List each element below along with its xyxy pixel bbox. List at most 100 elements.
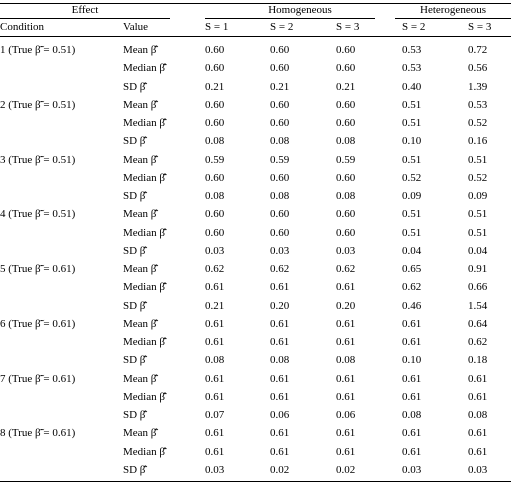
cell-value: 0.61 (270, 317, 290, 330)
cell-value: 0.61 (270, 281, 290, 294)
cell-value: 0.06 (336, 409, 356, 422)
cell-value: 0.08 (402, 409, 422, 422)
cell-value: 0.09 (402, 190, 422, 203)
condition-label: 6 (True β̄̃ = 0.61) (0, 317, 76, 330)
stat-label: Median β̄̂ (123, 281, 165, 294)
cell-value: 0.60 (270, 226, 290, 239)
column-header: S = 1 (205, 21, 229, 33)
cell-value: 0.61 (336, 281, 356, 294)
stat-label: Mean β̄̂ (123, 153, 157, 166)
cell-value: 0.20 (336, 299, 356, 312)
cell-value: 0.60 (205, 226, 225, 239)
column-header: Condition (0, 21, 45, 33)
cell-value: 0.08 (205, 354, 225, 367)
cell-value: 0.56 (468, 62, 488, 75)
cell-value: 0.61 (336, 427, 356, 440)
cell-value: 0.03 (336, 244, 356, 257)
header-rule (0, 36, 511, 37)
group-rule (0, 18, 170, 19)
cell-value: 0.60 (336, 226, 356, 239)
cell-value: 0.61 (205, 372, 225, 385)
stat-label: SD β̄̂ (123, 354, 146, 367)
cell-value: 0.62 (205, 263, 225, 276)
cell-value: 0.51 (402, 98, 422, 111)
cell-value: 0.62 (270, 263, 290, 276)
stat-label: SD β̄̂ (123, 299, 146, 312)
cell-value: 0.08 (336, 135, 356, 148)
cell-value: 0.59 (205, 153, 225, 166)
cell-value: 0.61 (468, 445, 488, 458)
column-header: Value (123, 21, 149, 33)
cell-value: 0.08 (205, 190, 225, 203)
cell-value: 0.61 (402, 427, 422, 440)
condition-label: 1 (True β̄̃ = 0.51) (0, 44, 76, 56)
stat-label: Median β̄̂ (123, 62, 165, 75)
group-rule (205, 18, 375, 19)
cell-value: 0.60 (270, 171, 290, 184)
cell-value: 0.60 (205, 208, 225, 221)
cell-value: 0.61 (336, 317, 356, 330)
cell-value: 0.10 (402, 135, 422, 148)
cell-value: 0.03 (205, 244, 225, 257)
cell-value: 0.53 (402, 62, 422, 75)
cell-value: 0.64 (468, 317, 488, 330)
cell-value: 0.03 (468, 463, 488, 476)
column-header: S = 2 (402, 21, 426, 33)
cell-value: 0.61 (336, 445, 356, 458)
cell-value: 0.61 (270, 336, 290, 349)
cell-value: 0.21 (205, 80, 225, 93)
stat-label: Median β̄̂ (123, 226, 165, 239)
group-header: Homogeneous (268, 4, 332, 16)
cell-value: 0.52 (468, 117, 488, 130)
cell-value: 0.60 (205, 98, 225, 111)
cell-value: 0.21 (336, 80, 356, 93)
cell-value: 0.61 (402, 390, 422, 403)
cell-value: 0.04 (402, 244, 422, 257)
cell-value: 0.51 (468, 226, 488, 239)
cell-value: 0.61 (468, 372, 488, 385)
cell-value: 0.62 (468, 336, 488, 349)
cell-value: 0.08 (336, 190, 356, 203)
cell-value: 0.61 (402, 336, 422, 349)
cell-value: 0.62 (336, 263, 356, 276)
stat-label: SD β̄̂ (123, 409, 146, 422)
cell-value: 0.61 (270, 390, 290, 403)
cell-value: 0.60 (270, 44, 290, 56)
cell-value: 0.61 (205, 281, 225, 294)
column-header: S = 2 (270, 21, 294, 33)
cell-value: 0.52 (402, 171, 422, 184)
column-header: S = 3 (468, 21, 492, 33)
cell-value: 0.60 (205, 62, 225, 75)
stat-label: SD β̄̂ (123, 190, 146, 203)
cell-value: 0.59 (270, 153, 290, 166)
cell-value: 0.61 (468, 427, 488, 440)
cell-value: 0.61 (270, 372, 290, 385)
cell-value: 0.60 (270, 98, 290, 111)
cell-value: 0.60 (270, 117, 290, 130)
stat-label: Mean β̄̂ (123, 208, 157, 221)
cell-value: 0.60 (270, 208, 290, 221)
stat-label: SD β̄̂ (123, 135, 146, 148)
stat-label: SD β̄̂ (123, 463, 146, 476)
cell-value: 0.65 (402, 263, 422, 276)
cell-value: 0.61 (402, 372, 422, 385)
stat-label: Mean β̄̂ (123, 263, 157, 276)
condition-label: 3 (True β̄̃ = 0.51) (0, 153, 76, 166)
cell-value: 0.61 (336, 336, 356, 349)
cell-value: 0.03 (205, 463, 225, 476)
cell-value: 0.51 (468, 153, 488, 166)
cell-value: 0.61 (205, 427, 225, 440)
cell-value: 0.61 (270, 445, 290, 458)
cell-value: 0.40 (402, 80, 422, 93)
condition-label: 7 (True β̄̃ = 0.61) (0, 372, 76, 385)
cell-value: 0.61 (468, 390, 488, 403)
cell-value: 0.72 (468, 44, 488, 56)
cell-value: 0.60 (336, 62, 356, 75)
cell-value: 0.60 (336, 208, 356, 221)
stat-label: Mean β̄̂ (123, 317, 157, 330)
stat-label: SD β̄̂ (123, 244, 146, 257)
cell-value: 0.52 (468, 171, 488, 184)
cell-value: 1.54 (468, 299, 488, 312)
group-header: Heterogeneous (420, 4, 486, 16)
